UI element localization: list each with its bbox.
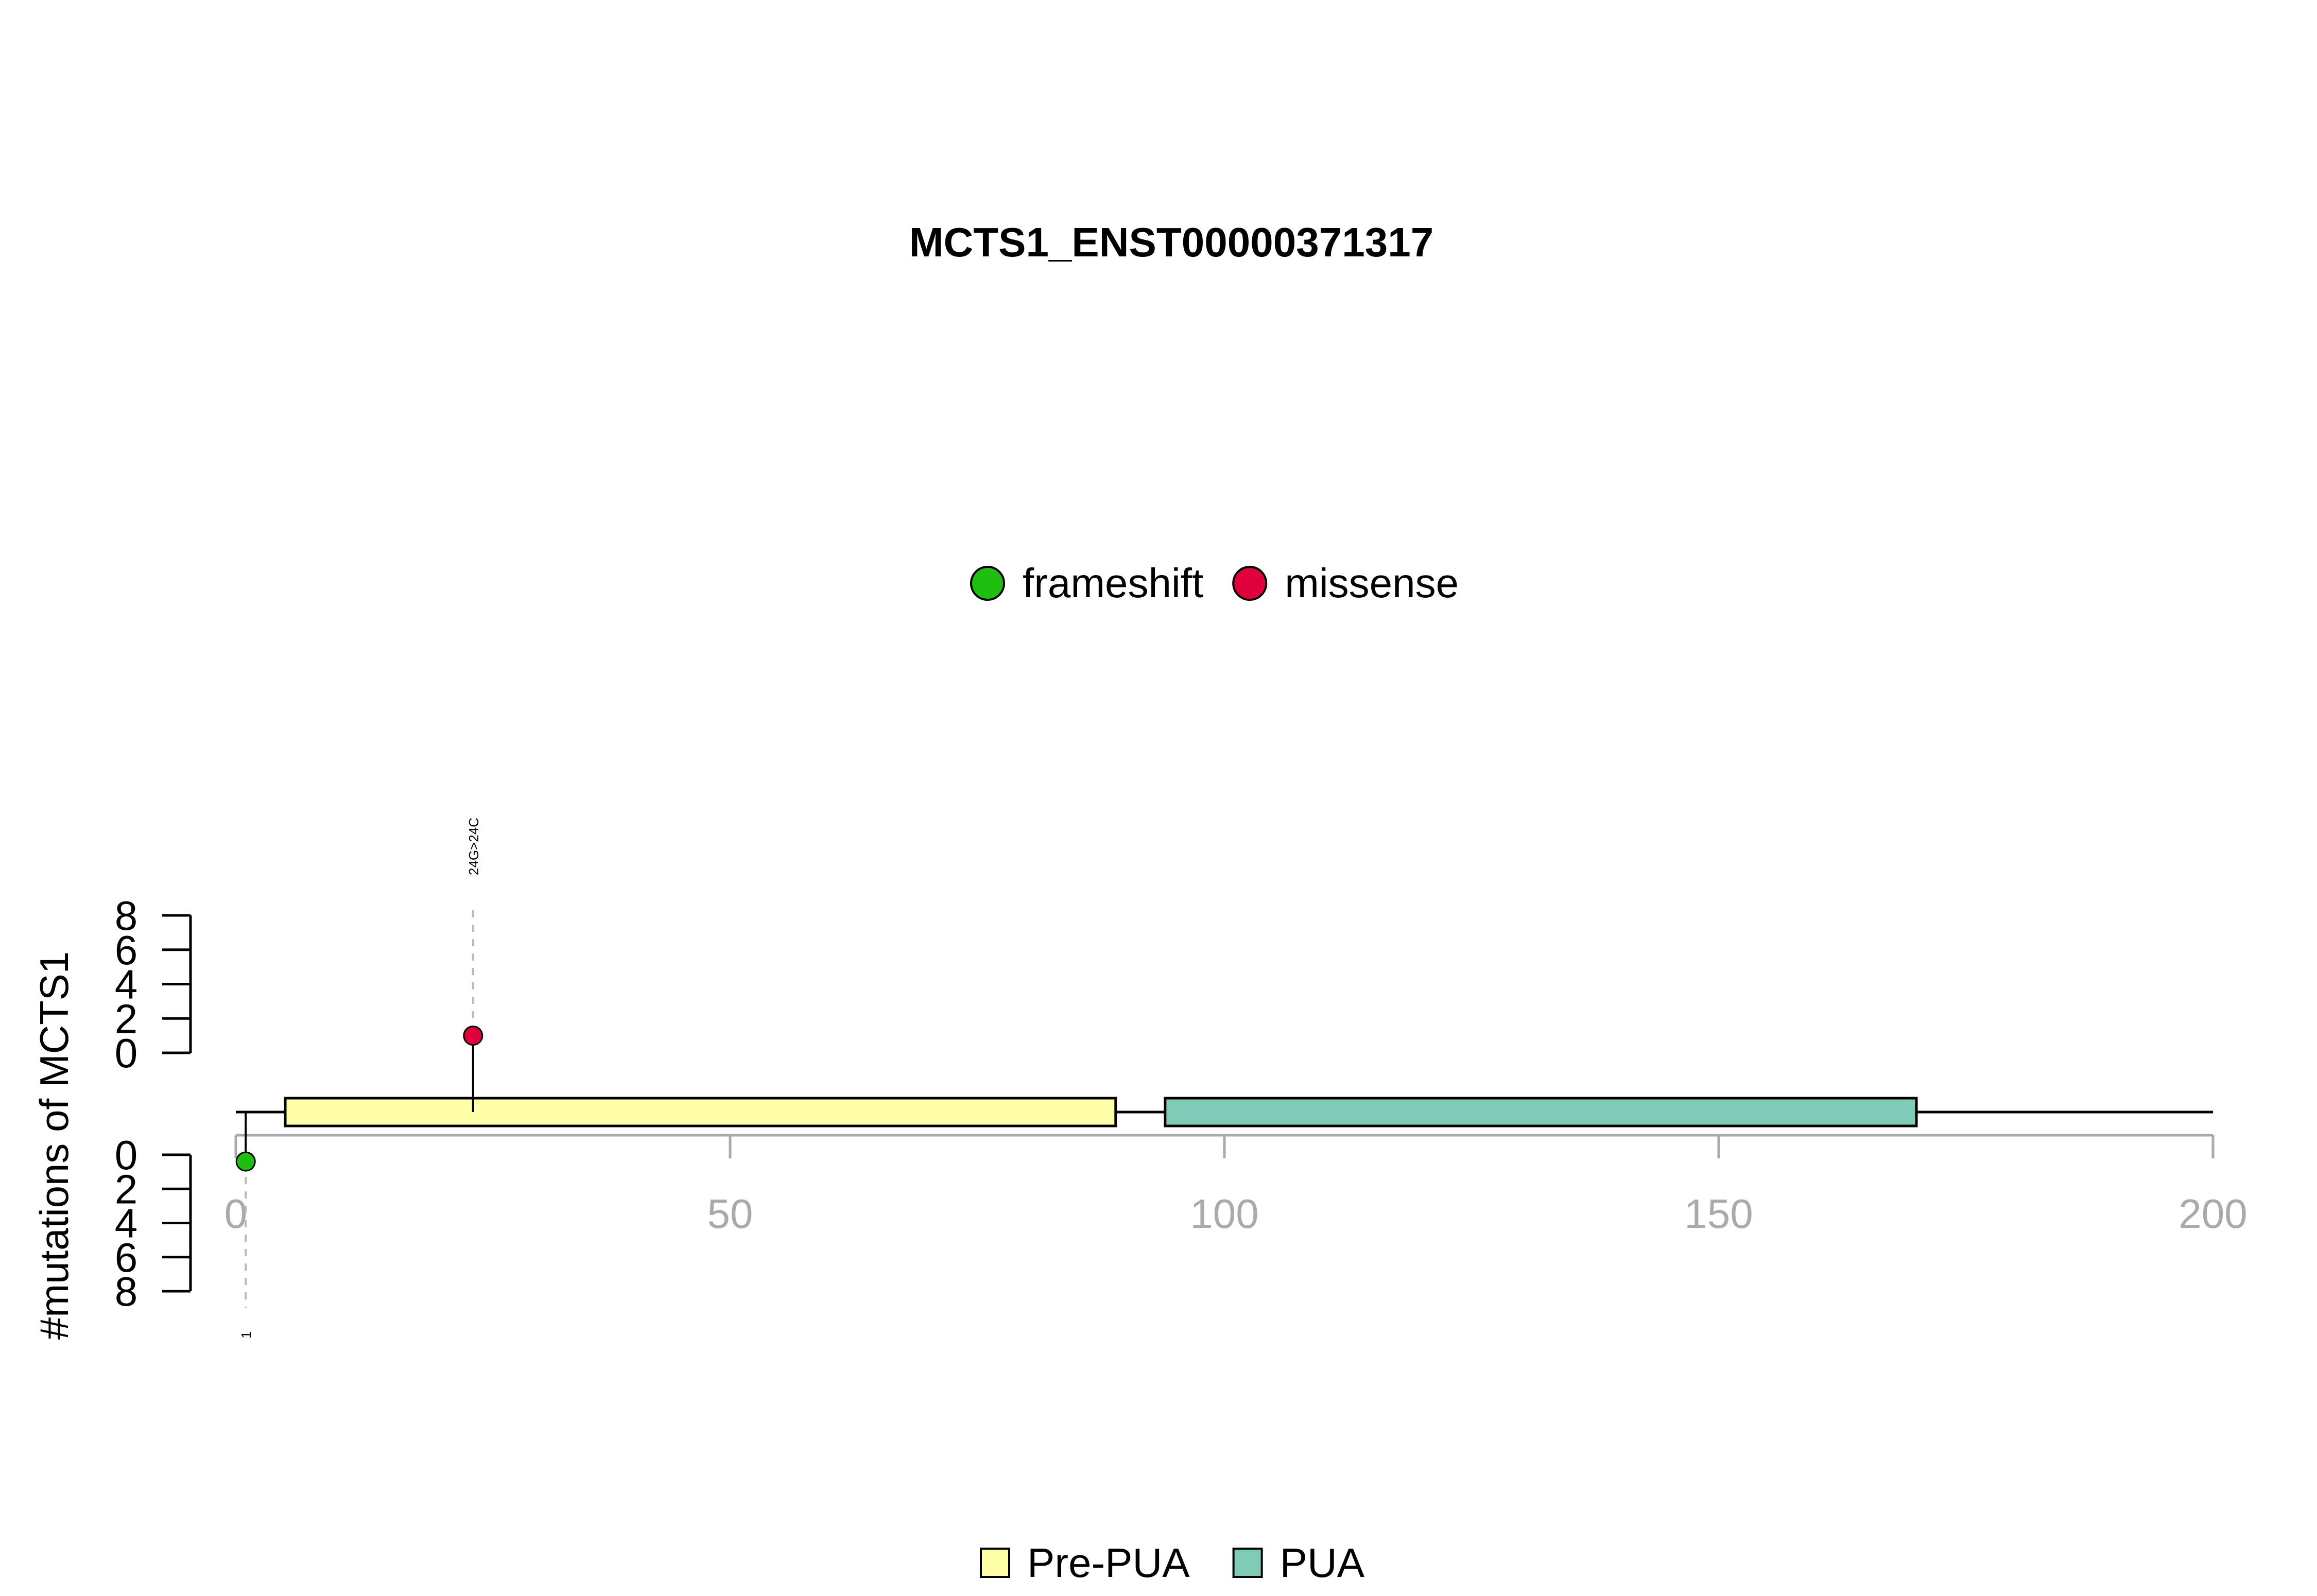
y-axis-label: #mutations of MCTS1 (31, 951, 77, 1340)
legend-marker-missense (1232, 566, 1268, 601)
x-axis-tick-label: 100 (1190, 1191, 1258, 1237)
y-axis-upper-tick-label: 2 (115, 996, 138, 1042)
domain-pua (1164, 1097, 1918, 1127)
legend-label-pua: PUA (1280, 1540, 1365, 1586)
mutation-frameshift: 1 (235, 1112, 256, 1339)
y-axis-lower-tick-label: 6 (115, 1235, 138, 1280)
x-axis-tick-label: 0 (224, 1191, 248, 1237)
mutation-label: 1 (238, 1331, 254, 1339)
y-axis-upper-tick-label: 4 (115, 962, 138, 1008)
domain-pre-pua (284, 1097, 1117, 1127)
mutation-legend: frameshift missense (970, 560, 1459, 606)
y-axis-upper-tick-label: 0 (115, 1030, 138, 1076)
y-axis-lower-tick-label: 8 (115, 1269, 138, 1314)
mutation-missense: 24G>24C (463, 818, 483, 1112)
legend-label-pre-pua: Pre-PUA (1027, 1540, 1190, 1586)
mutation-label: 24G>24C (466, 818, 481, 875)
mutation-point (463, 1026, 483, 1046)
legend-swatch-pua (1232, 1548, 1263, 1578)
x-axis-tick-label: 200 (2178, 1191, 2247, 1237)
legend-label-frameshift: frameshift (1023, 560, 1203, 606)
x-axis-tick-label: 50 (707, 1191, 753, 1237)
mutations-layer: 24G>24C 1 (235, 818, 483, 1339)
legend-marker-frameshift (970, 566, 1005, 601)
domain-legend: Pre-PUA PUA (980, 1540, 1365, 1586)
y-axis-lower-tick-label: 2 (115, 1166, 138, 1212)
mutation-point (235, 1151, 256, 1172)
y-axis-lower-tick-label: 0 (115, 1132, 138, 1178)
x-axis: 0 50 100 150 200 (224, 1134, 2247, 1237)
protein-layer (236, 1097, 2213, 1127)
legend-label-missense: missense (1285, 560, 1459, 606)
y-axis-upper-tick-label: 6 (115, 927, 138, 973)
y-axis-upper-tick-label: 8 (115, 893, 138, 939)
legend-swatch-pre-pua (980, 1548, 1010, 1578)
x-axis-tick-label: 150 (1684, 1191, 1753, 1237)
chart-title: MCTS1_ENST00000371317 (909, 219, 1433, 265)
y-axis-lower-tick-label: 4 (115, 1201, 138, 1246)
